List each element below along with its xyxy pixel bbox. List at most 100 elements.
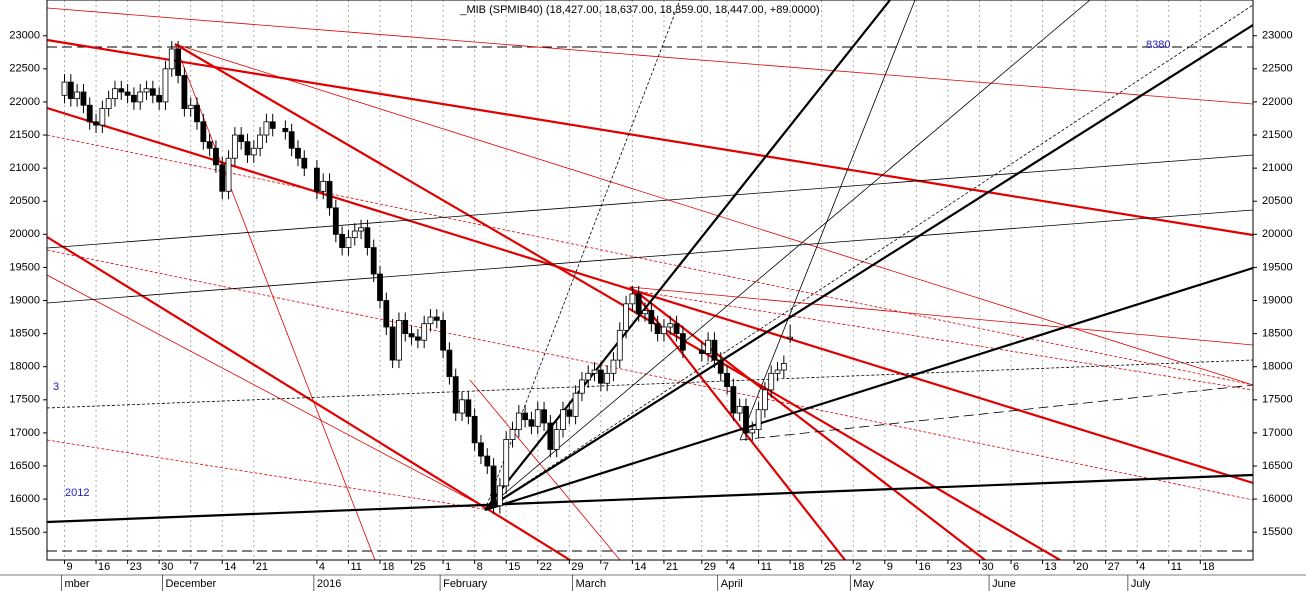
candle-body: [711, 339, 718, 361]
candle-body: [787, 336, 794, 339]
candle-body: [320, 180, 327, 192]
candle-body: [112, 88, 118, 100]
candle-body: [213, 147, 219, 166]
candle-body: [257, 134, 264, 149]
x-tick-label: 2: [855, 561, 861, 573]
y-tick-label: 22000: [9, 96, 40, 108]
candle-body: [648, 310, 655, 325]
y-tick-label: 18500: [9, 328, 40, 340]
annotation: 2012: [65, 487, 89, 499]
candle-body: [86, 104, 93, 123]
candle-body: [105, 98, 112, 109]
trendline: [47, 473, 1253, 524]
x-tick-label: 29: [571, 561, 583, 573]
y-tick-label: 15500: [1262, 526, 1293, 538]
x-tick-label: 9: [67, 561, 73, 573]
trendline: [47, 134, 1253, 386]
x-tick-label: 14: [634, 561, 646, 573]
x-tick-label: 25: [414, 561, 426, 573]
trendline: [47, 249, 1253, 501]
month-label: June: [992, 578, 1016, 590]
candle-body: [661, 326, 667, 335]
candle-body: [629, 293, 636, 305]
trendline: [47, 274, 491, 511]
trendline: [484, 24, 1253, 511]
x-tick-label: 30: [161, 561, 173, 573]
candle-body: [509, 429, 516, 440]
x-tick-label: 13: [1045, 561, 1057, 573]
candle-body: [124, 91, 131, 96]
trendline: [739, 384, 1253, 441]
candle-body: [244, 141, 251, 156]
candle-body: [301, 157, 308, 169]
y-tick-label: 16000: [9, 493, 40, 505]
candle-body: [351, 230, 358, 239]
trendline: [47, 359, 1253, 409]
y-tick-label: 17500: [1262, 394, 1293, 406]
candle-body: [187, 104, 194, 109]
candle-body: [566, 409, 573, 417]
candle-body: [80, 91, 87, 106]
candle-body: [490, 465, 497, 507]
candle-body: [446, 349, 453, 378]
x-tick-label: 23: [950, 561, 962, 573]
month-label: 2016: [317, 578, 341, 590]
candle-body: [67, 81, 74, 100]
y-tick-label: 16500: [1262, 460, 1293, 472]
y-tick-label: 22500: [9, 63, 40, 75]
candle-body: [326, 180, 333, 209]
candle-body: [231, 134, 238, 159]
candle-body: [131, 94, 137, 103]
y-tick-label: 20000: [1262, 228, 1293, 240]
candle-body: [471, 415, 478, 444]
candle-body: [225, 157, 232, 192]
x-tick-label: 22: [540, 561, 552, 573]
candle-body: [282, 128, 289, 133]
month-label: April: [721, 578, 743, 590]
x-tick-label: 11: [1171, 561, 1182, 573]
candle-body: [465, 399, 472, 417]
candle-body: [402, 319, 409, 335]
candle-body: [200, 121, 207, 143]
month-label: July: [1131, 578, 1151, 590]
candle-body: [743, 406, 749, 434]
candle-body: [377, 273, 383, 301]
x-tick-label: 30: [981, 561, 993, 573]
y-tick-label: 16500: [9, 460, 40, 472]
month-label: February: [443, 578, 488, 590]
candle-body: [149, 88, 156, 96]
candle-body: [730, 386, 737, 414]
candle-body: [774, 369, 781, 374]
candle-body: [99, 108, 106, 126]
candle-body: [452, 376, 459, 414]
x-tick-label: 23: [130, 561, 142, 573]
candle-body: [591, 369, 598, 374]
trendline: [469, 379, 621, 560]
candle-body: [396, 319, 402, 361]
trendline: [629, 289, 1253, 391]
candle-body: [295, 147, 301, 159]
x-tick-label: 6: [1013, 561, 1019, 573]
x-tick-label: 15: [508, 561, 520, 573]
x-tick-label: 21: [256, 561, 268, 573]
candle-body: [724, 372, 730, 387]
candle-body: [339, 233, 346, 248]
candle-body: [478, 442, 484, 457]
candle-body: [673, 323, 680, 335]
candle-body: [547, 422, 554, 450]
x-tick-label: 11: [761, 561, 772, 573]
y-tick-label: 22000: [1262, 96, 1293, 108]
x-tick-label: 14: [224, 561, 236, 573]
x-tick-label: 4: [319, 561, 325, 573]
trendline: [484, 4, 1253, 511]
candle-body: [515, 412, 522, 430]
y-tick-label: 16000: [1262, 493, 1293, 505]
candle-body: [749, 429, 756, 434]
candle-body: [383, 300, 390, 328]
candle-body: [168, 48, 175, 70]
y-tick-label: 17000: [9, 427, 40, 439]
candle-body: [61, 81, 68, 96]
x-tick-label: 7: [603, 561, 609, 573]
month-label: May: [853, 578, 874, 590]
candle-body: [717, 359, 724, 374]
